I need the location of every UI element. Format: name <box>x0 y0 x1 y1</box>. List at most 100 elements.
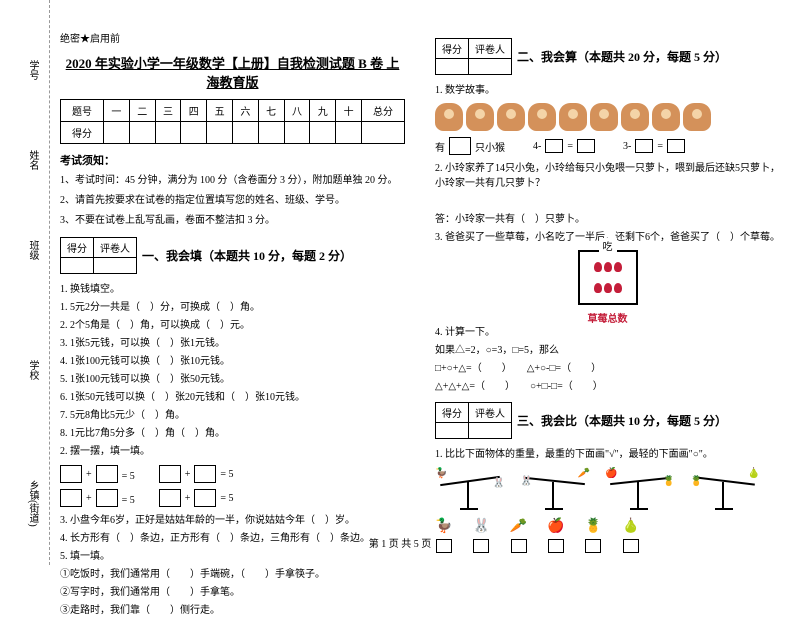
berry-total-label: 草莓总数 <box>435 310 780 325</box>
notice-item: 1、考试时间：45 分钟，满分为 100 分（含卷面分 3 分），附加题单独 2… <box>60 173 405 189</box>
table-row: 得分 <box>61 122 405 144</box>
question: 1. 数学故事。 <box>435 83 780 98</box>
sidebar-label: 学号 <box>25 60 40 80</box>
left-column: 绝密★启用前 2020 年实验小学一年级数学【上册】自我检测试题 B 卷 上海教… <box>60 30 405 621</box>
question: 4. 长方形有（ ）条边，正方形有（ ）条边，三角形有（ ）条边。 <box>60 531 405 546</box>
section-header: 得分评卷人 二、我会算（本题共 20 分，每题 5 分） <box>435 38 780 75</box>
blank-box <box>159 489 181 507</box>
monkey-icon <box>497 103 525 131</box>
score-box: 得分评卷人 <box>435 402 512 439</box>
th: 三 <box>155 100 181 122</box>
th: 十 <box>336 100 362 122</box>
th: 六 <box>232 100 258 122</box>
question: 1. 换钱填空。 <box>60 282 405 297</box>
section-header: 得分评卷人 三、我会比（本题共 10 分，每题 5 分） <box>435 402 780 439</box>
table-row: 题号 一 二 三 四 五 六 七 八 九 十 总分 <box>61 100 405 122</box>
sidebar-label: 学校 <box>25 360 40 380</box>
monkey-row <box>435 103 780 131</box>
section-title: 三、我会比（本题共 10 分，每题 5 分） <box>517 412 727 429</box>
sub-item: 如果△=2，○=3，□=5，那么 <box>435 343 780 358</box>
th: 七 <box>258 100 284 122</box>
monkey-icon <box>559 103 587 131</box>
monkey-icon <box>683 103 711 131</box>
compare-item: 🦆 <box>435 518 452 553</box>
th: 八 <box>284 100 310 122</box>
berry-icon <box>614 283 622 293</box>
score-table: 题号 一 二 三 四 五 六 七 八 九 十 总分 得分 <box>60 99 405 144</box>
notice-item: 2、请首先按要求在试卷的指定位置填写您的姓名、班级、学号。 <box>60 193 405 209</box>
blank-box <box>60 465 82 483</box>
compare-item: 🍎 <box>547 518 564 553</box>
blank-box <box>449 137 471 155</box>
fill-equation: + = 5 + = 5 <box>60 489 405 507</box>
cell <box>104 122 130 144</box>
balance-icon: 🍎🍍 <box>605 470 675 510</box>
sub-item: 5. 1张100元钱可以换（ ）张50元钱。 <box>60 372 405 387</box>
th: 九 <box>310 100 336 122</box>
monkey-icon <box>621 103 649 131</box>
question: 1. 比比下面物体的重量，最重的下面画"√"，最轻的下面画"○"。 <box>435 447 780 462</box>
blank-box <box>96 489 118 507</box>
blank-box <box>60 489 82 507</box>
sub-item: 3. 1张5元钱，可以换（ ）张1元钱。 <box>60 336 405 351</box>
question: 3. 小盘今年6岁，正好是姑姑年龄的一半，你说姑姑今年（ ）岁。 <box>60 513 405 528</box>
monkey-icon <box>652 103 680 131</box>
eat-label: 吃 <box>599 238 617 253</box>
right-column: 得分评卷人 二、我会算（本题共 20 分，每题 5 分） 1. 数学故事。 有只… <box>435 30 780 621</box>
section-title: 二、我会算（本题共 20 分，每题 5 分） <box>517 48 727 65</box>
score-box: 得分评卷人 <box>60 237 137 274</box>
blank-box <box>96 465 118 483</box>
question: 5. 填一填。 <box>60 549 405 564</box>
sub-item: 1. 5元2分一共是（ ）分，可换成（ ）角。 <box>60 300 405 315</box>
answer-box <box>548 539 564 553</box>
blank-box <box>545 139 563 153</box>
balance-diagram: 🦆🐰 🐰🥕 🍎🍍 🍍🍐 <box>435 470 780 510</box>
fill-equation: 有只小猴 4-= 3-= <box>435 137 780 155</box>
sub-item: ①吃饭时，我们通常用（ ）手端碗，（ ）手拿筷子。 <box>60 567 405 582</box>
page-footer: 第 1 页 共 5 页 <box>369 535 432 550</box>
compare-answer-row: 🦆 🐰 🥕 🍎 🍍 🍐 <box>435 518 780 553</box>
balance-icon: 🍍🍐 <box>690 470 760 510</box>
berry-icon <box>594 283 602 293</box>
th: 二 <box>129 100 155 122</box>
answer-box <box>623 539 639 553</box>
blank-box <box>194 489 216 507</box>
sidebar-label: 姓名 <box>25 150 40 170</box>
blank-box <box>667 139 685 153</box>
binding-sidebar: 学号 姓名 班级 学校 乡镇(街道) <box>0 0 50 565</box>
compare-item: 🥕 <box>510 518 527 553</box>
sub-item: △+△+△=（ ） ○+□-□=（ ） <box>435 379 780 394</box>
th: 总分 <box>361 100 404 122</box>
score-box: 得分评卷人 <box>435 38 512 75</box>
berry-icon <box>594 262 602 272</box>
berry-icon <box>604 262 612 272</box>
berry-diagram: 吃 草莓总数 <box>435 250 780 325</box>
monkey-icon <box>466 103 494 131</box>
answer-line: 答：小玲家一共有（ ）只萝卜。 <box>435 212 780 227</box>
question: 2. 摆一摆，填一填。 <box>60 444 405 459</box>
notice-title: 考试须知： <box>60 152 405 168</box>
compare-item: 🐰 <box>472 518 489 553</box>
sub-item: 6. 1张50元钱可以换（ ）张20元钱和（ ）张10元钱。 <box>60 390 405 405</box>
monkey-icon <box>528 103 556 131</box>
sub-item: 8. 1元比7角5分多（ ）角（ ）角。 <box>60 426 405 441</box>
blank-box <box>635 139 653 153</box>
balance-icon: 🦆🐰 <box>435 470 505 510</box>
blank-box <box>577 139 595 153</box>
monkey-icon <box>435 103 463 131</box>
compare-item: 🍍 <box>585 518 602 553</box>
berry-icon <box>614 262 622 272</box>
th: 一 <box>104 100 130 122</box>
notice-item: 3、不要在试卷上乱写乱画，卷面不整洁扣 3 分。 <box>60 213 405 229</box>
sidebar-label: 班级 <box>25 240 40 260</box>
th: 五 <box>207 100 233 122</box>
compare-item: 🍐 <box>622 518 639 553</box>
monkey-icon <box>590 103 618 131</box>
answer-box <box>511 539 527 553</box>
sub-item: ③走路时，我们靠（ ）侧行走。 <box>60 603 405 618</box>
sub-item: 7. 5元8角比5元少（ ）角。 <box>60 408 405 423</box>
sub-item: ②写字时，我们通常用（ ）手拿笔。 <box>60 585 405 600</box>
sub-item: □+○+△=（ ） △+○-□=（ ） <box>435 361 780 376</box>
question: 4. 计算一下。 <box>435 325 780 340</box>
th: 四 <box>181 100 207 122</box>
